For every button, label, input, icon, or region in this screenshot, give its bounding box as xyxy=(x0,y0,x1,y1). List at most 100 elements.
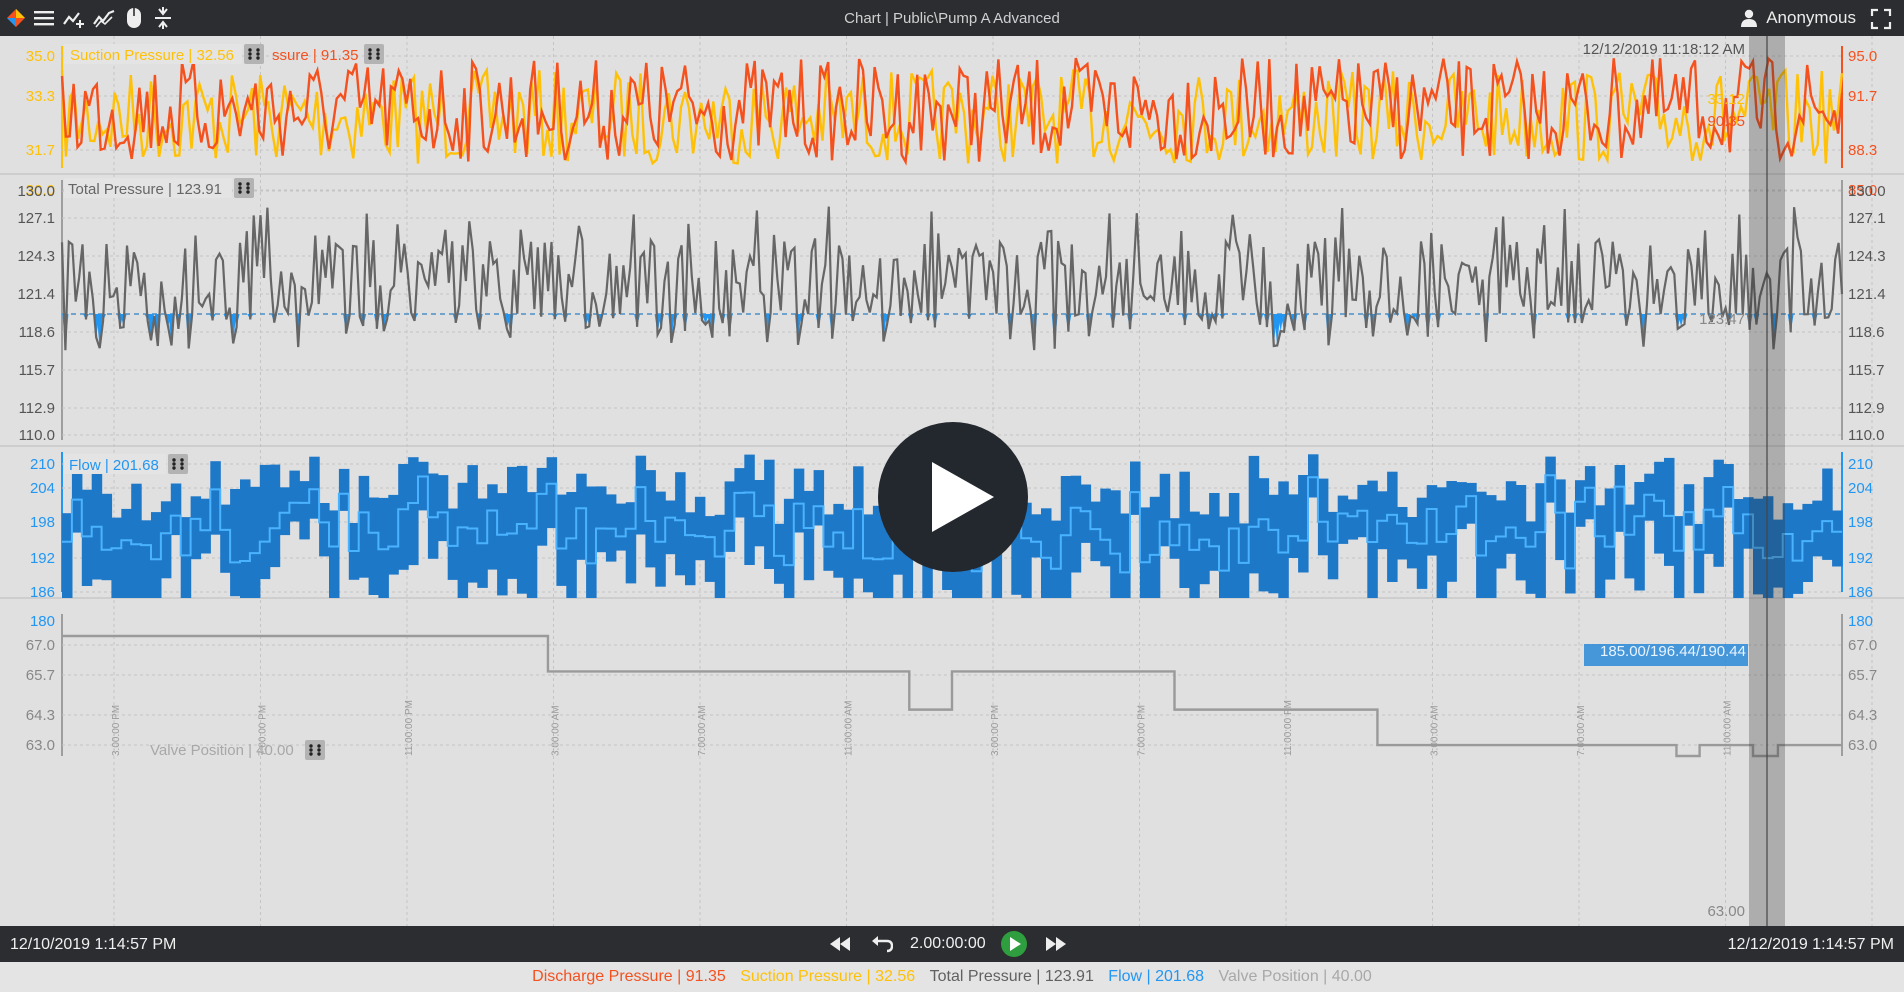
drag-handle-icon[interactable] xyxy=(234,178,254,198)
flow-band-segment xyxy=(1832,510,1843,567)
flow-band-segment xyxy=(1337,495,1349,544)
compress-icon[interactable] xyxy=(151,6,175,30)
flow-band-segment xyxy=(764,459,775,569)
flow-band-segment xyxy=(586,486,597,598)
flow-band-segment xyxy=(210,461,221,535)
flow-band-segment xyxy=(833,503,844,578)
flow-band-segment xyxy=(1258,478,1270,592)
y-tick-right: 64.3 xyxy=(1848,707,1877,724)
flow-band-segment xyxy=(507,466,518,579)
flow-band-segment xyxy=(645,470,656,568)
flow-band-segment xyxy=(91,465,103,580)
flow-band-segment xyxy=(427,473,439,559)
rewind-icon[interactable] xyxy=(826,930,854,958)
drag-handle-icon[interactable] xyxy=(244,44,264,64)
flow-band-segment xyxy=(823,514,834,571)
flow-band-segment xyxy=(615,503,627,551)
suction-cursor-value: 33.12 xyxy=(1707,91,1745,108)
drag-handle-icon[interactable] xyxy=(364,44,384,64)
play-icon[interactable] xyxy=(1000,930,1028,958)
fast-forward-icon[interactable] xyxy=(1042,930,1070,958)
flow-band-segment xyxy=(338,468,350,511)
flow-band-segment xyxy=(1614,465,1626,532)
suction-pressure-label: Suction Pressure | 32.56 xyxy=(70,47,234,64)
flow-band-segment xyxy=(1268,494,1279,594)
drag-handle-icon[interactable] xyxy=(168,454,188,474)
fullscreen-icon[interactable] xyxy=(1870,8,1892,30)
duration-value[interactable]: 2.00:00:00 xyxy=(910,935,986,952)
y-tick-left: 127.1 xyxy=(17,210,55,227)
legend-valve-position[interactable]: Valve Position | 40.00 xyxy=(1218,968,1372,985)
flow-band-segment xyxy=(269,464,281,568)
flow-band-segment xyxy=(1298,475,1309,573)
y-tick-right: 91.7 xyxy=(1848,88,1877,105)
flow-band-segment xyxy=(1139,507,1151,598)
flow-band-segment xyxy=(556,494,567,586)
flow-band-segment xyxy=(1248,455,1260,574)
legend-discharge-pressure[interactable]: Discharge Pressure | 91.35 xyxy=(532,968,726,985)
flow-band-segment xyxy=(368,497,380,595)
flow-band-segment xyxy=(487,484,498,570)
flow-value-bg xyxy=(1584,644,1748,666)
below-threshold-fill xyxy=(702,314,709,325)
flow-band-segment xyxy=(1367,480,1378,598)
chart-labels: Suction Pressure | 32.56 ssure | 91.35 12/… xyxy=(64,41,1748,920)
flow-band-segment xyxy=(744,454,755,565)
y-tick-right: 180 xyxy=(1848,613,1873,630)
add-trend-icon[interactable] xyxy=(62,6,86,30)
flow-band-segment xyxy=(1525,521,1537,594)
range-start[interactable]: 12/10/2019 1:14:57 PM xyxy=(10,936,177,953)
flow-band-segment xyxy=(121,508,132,598)
app-logo-icon[interactable] xyxy=(4,6,28,30)
flow-band-segment xyxy=(447,508,459,580)
user-menu[interactable]: Anonymous xyxy=(1740,8,1856,28)
flow-band-segment xyxy=(536,467,548,546)
y-tick-left: 118.6 xyxy=(19,324,55,341)
flow-band-segment xyxy=(1664,457,1675,566)
flow-band-segment xyxy=(1673,516,1685,598)
user-icon xyxy=(1741,9,1758,27)
flow-band-segment xyxy=(1387,471,1398,582)
play-video-button[interactable] xyxy=(878,422,1028,572)
flow-band-segment xyxy=(1723,464,1734,508)
flow-band-segment xyxy=(1080,484,1092,543)
total-pressure-line xyxy=(60,206,1844,351)
flow-band-segment xyxy=(1278,481,1289,598)
undo-icon[interactable] xyxy=(868,930,896,958)
top-toolbar: Chart | Public\Pump A Advanced Anonymous xyxy=(0,0,1904,36)
flow-band-segment xyxy=(1762,496,1774,598)
flow-band-segment xyxy=(378,497,389,598)
y-tick-right: 130.0 xyxy=(1848,183,1886,200)
discharge-cursor-value: 90.35 xyxy=(1707,113,1745,130)
drag-handle-icon[interactable] xyxy=(305,740,325,760)
trend-icon[interactable] xyxy=(92,6,116,30)
legend-flow[interactable]: Flow | 201.68 xyxy=(1108,968,1205,985)
flow-band-segment xyxy=(566,492,577,598)
y-tick-left: 121.4 xyxy=(17,286,55,303)
y-tick-right: 67.0 xyxy=(1848,637,1877,654)
y-tick-left: 115.7 xyxy=(19,362,55,379)
flow-band-segment xyxy=(1199,514,1210,585)
x-tick-label: 7:00:00 AM xyxy=(697,705,708,756)
range-end[interactable]: 12/12/2019 1:14:57 PM xyxy=(1727,936,1894,953)
flow-band-segment xyxy=(516,465,528,594)
y-tick-left: 180 xyxy=(30,613,55,630)
flow-band-segment xyxy=(408,457,419,566)
x-tick-label: 7:00:00 PM xyxy=(1137,705,1148,756)
mouse-icon[interactable] xyxy=(122,6,146,30)
flow-band-segment xyxy=(1594,505,1606,598)
legend-suction-pressure[interactable]: Suction Pressure | 32.56 xyxy=(740,968,916,985)
flow-band-segment xyxy=(131,483,142,598)
menu-icon[interactable] xyxy=(32,6,56,30)
legend-total-pressure[interactable]: Total Pressure | 123.91 xyxy=(929,968,1094,985)
y-tick-right: 192 xyxy=(1848,550,1873,567)
flow-band-segment xyxy=(170,483,182,536)
flow-band-segment xyxy=(1683,484,1695,526)
flow-band-segment xyxy=(151,512,162,598)
flow-band-segment xyxy=(685,512,696,586)
flow-band-segment xyxy=(279,487,291,536)
flow-band-segment xyxy=(240,479,251,598)
y-tick-right: 204 xyxy=(1848,480,1873,497)
flow-band-segment xyxy=(1397,507,1408,560)
cursor-timestamp: 12/12/2019 11:18:12 AM xyxy=(1583,41,1745,58)
